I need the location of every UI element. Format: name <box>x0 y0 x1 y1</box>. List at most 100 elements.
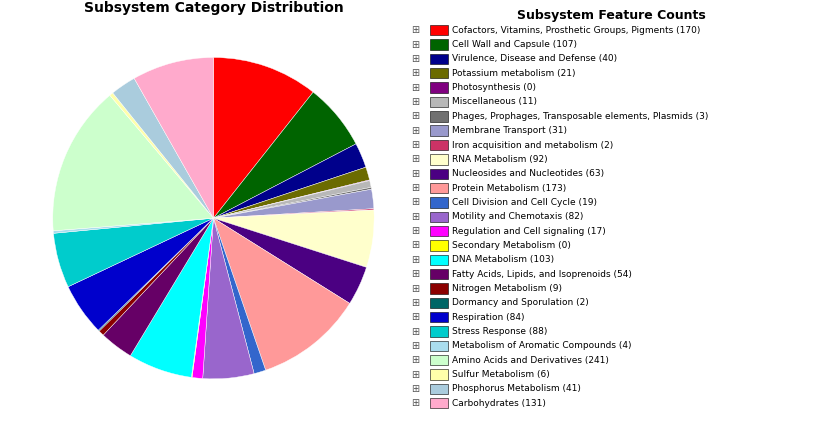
Text: Cell Wall and Capsule (107): Cell Wall and Capsule (107) <box>452 40 576 49</box>
Text: Cell Division and Cell Cycle (19): Cell Division and Cell Cycle (19) <box>452 198 597 207</box>
Text: Secondary Metabolism (0): Secondary Metabolism (0) <box>452 241 571 250</box>
FancyBboxPatch shape <box>429 327 448 337</box>
Text: ⊞: ⊞ <box>410 154 419 165</box>
Text: ⊞: ⊞ <box>410 97 419 107</box>
Wedge shape <box>53 218 213 287</box>
FancyBboxPatch shape <box>429 154 448 165</box>
Wedge shape <box>213 180 369 218</box>
FancyBboxPatch shape <box>429 384 448 394</box>
Text: Respiration (84): Respiration (84) <box>452 313 524 322</box>
Wedge shape <box>213 92 356 218</box>
Text: ⊞: ⊞ <box>410 54 419 64</box>
Text: ⊞: ⊞ <box>410 327 419 337</box>
Text: ⊞: ⊞ <box>410 197 419 207</box>
Wedge shape <box>53 95 213 231</box>
Text: Motility and Chemotaxis (82): Motility and Chemotaxis (82) <box>452 212 583 221</box>
Wedge shape <box>213 181 371 218</box>
Text: ⊞: ⊞ <box>410 226 419 236</box>
Wedge shape <box>68 218 213 330</box>
FancyBboxPatch shape <box>429 197 448 208</box>
FancyBboxPatch shape <box>429 398 448 409</box>
Wedge shape <box>213 189 374 218</box>
Text: Virulence, Disease and Defense (40): Virulence, Disease and Defense (40) <box>452 54 617 64</box>
FancyBboxPatch shape <box>429 140 448 150</box>
Text: ⊞: ⊞ <box>410 312 419 322</box>
Text: Dormancy and Sporulation (2): Dormancy and Sporulation (2) <box>452 299 589 307</box>
FancyBboxPatch shape <box>429 39 448 50</box>
Text: Membrane Transport (31): Membrane Transport (31) <box>452 126 566 135</box>
Text: Protein Metabolism (173): Protein Metabolism (173) <box>452 184 566 193</box>
Wedge shape <box>134 57 213 218</box>
Text: ⊞: ⊞ <box>410 269 419 279</box>
FancyBboxPatch shape <box>429 269 448 280</box>
FancyBboxPatch shape <box>429 111 448 121</box>
Text: RNA Metabolism (92): RNA Metabolism (92) <box>452 155 548 164</box>
Wedge shape <box>213 210 374 267</box>
Text: Stress Response (88): Stress Response (88) <box>452 327 547 336</box>
Wedge shape <box>53 218 213 233</box>
Text: Phosphorus Metabolism (41): Phosphorus Metabolism (41) <box>452 384 580 394</box>
FancyBboxPatch shape <box>429 226 448 236</box>
Wedge shape <box>213 144 366 218</box>
Text: ⊞: ⊞ <box>410 355 419 365</box>
Wedge shape <box>213 167 369 218</box>
Text: Amino Acids and Derivatives (241): Amino Acids and Derivatives (241) <box>452 356 608 365</box>
Text: Subsystem Feature Counts: Subsystem Feature Counts <box>517 9 706 22</box>
Text: ⊞: ⊞ <box>410 384 419 394</box>
Text: Potassium metabolism (21): Potassium metabolism (21) <box>452 69 576 78</box>
FancyBboxPatch shape <box>429 25 448 35</box>
FancyBboxPatch shape <box>429 168 448 179</box>
Text: ⊞: ⊞ <box>410 212 419 222</box>
Wedge shape <box>99 218 213 331</box>
Wedge shape <box>192 218 213 378</box>
Text: ⊞: ⊞ <box>410 126 419 136</box>
Text: Cofactors, Vitamins, Prosthetic Groups, Pigments (170): Cofactors, Vitamins, Prosthetic Groups, … <box>452 26 700 35</box>
Text: Photosynthesis (0): Photosynthesis (0) <box>452 83 535 92</box>
Title: Subsystem Category Distribution: Subsystem Category Distribution <box>84 1 343 15</box>
Text: ⊞: ⊞ <box>410 140 419 150</box>
FancyBboxPatch shape <box>429 369 448 380</box>
Text: Nitrogen Metabolism (9): Nitrogen Metabolism (9) <box>452 284 562 293</box>
Text: DNA Metabolism (103): DNA Metabolism (103) <box>452 255 554 264</box>
Text: Sulfur Metabolism (6): Sulfur Metabolism (6) <box>452 370 549 379</box>
Text: ⊞: ⊞ <box>410 298 419 308</box>
Wedge shape <box>131 218 213 377</box>
FancyBboxPatch shape <box>429 341 448 351</box>
Wedge shape <box>99 218 213 335</box>
FancyBboxPatch shape <box>429 125 448 136</box>
Text: ⊞: ⊞ <box>410 25 419 35</box>
FancyBboxPatch shape <box>429 283 448 294</box>
Text: ⊞: ⊞ <box>410 169 419 179</box>
Wedge shape <box>103 218 213 356</box>
FancyBboxPatch shape <box>429 240 448 251</box>
Wedge shape <box>213 57 313 218</box>
Wedge shape <box>213 218 366 303</box>
Text: ⊞: ⊞ <box>410 283 419 293</box>
Text: Phages, Prophages, Transposable elements, Plasmids (3): Phages, Prophages, Transposable elements… <box>452 112 708 121</box>
Text: Miscellaneous (11): Miscellaneous (11) <box>452 98 537 106</box>
Wedge shape <box>112 78 213 218</box>
Text: Carbohydrates (131): Carbohydrates (131) <box>452 399 546 408</box>
FancyBboxPatch shape <box>429 54 448 64</box>
Text: Nucleosides and Nucleotides (63): Nucleosides and Nucleotides (63) <box>452 169 603 178</box>
Text: ⊞: ⊞ <box>410 255 419 265</box>
FancyBboxPatch shape <box>429 183 448 193</box>
FancyBboxPatch shape <box>429 83 448 93</box>
Text: ⊞: ⊞ <box>410 40 419 50</box>
Text: ⊞: ⊞ <box>410 241 419 251</box>
Wedge shape <box>213 187 372 218</box>
FancyBboxPatch shape <box>429 298 448 308</box>
FancyBboxPatch shape <box>429 355 448 365</box>
FancyBboxPatch shape <box>429 97 448 107</box>
FancyBboxPatch shape <box>429 68 448 79</box>
Text: Regulation and Cell signaling (17): Regulation and Cell signaling (17) <box>452 227 605 235</box>
Text: ⊞: ⊞ <box>410 68 419 78</box>
Text: ⊞: ⊞ <box>410 83 419 92</box>
Wedge shape <box>191 218 213 378</box>
Wedge shape <box>110 93 213 218</box>
Text: ⊞: ⊞ <box>410 341 419 351</box>
Text: Metabolism of Aromatic Compounds (4): Metabolism of Aromatic Compounds (4) <box>452 341 631 350</box>
FancyBboxPatch shape <box>429 254 448 265</box>
Wedge shape <box>213 218 266 374</box>
FancyBboxPatch shape <box>429 212 448 222</box>
